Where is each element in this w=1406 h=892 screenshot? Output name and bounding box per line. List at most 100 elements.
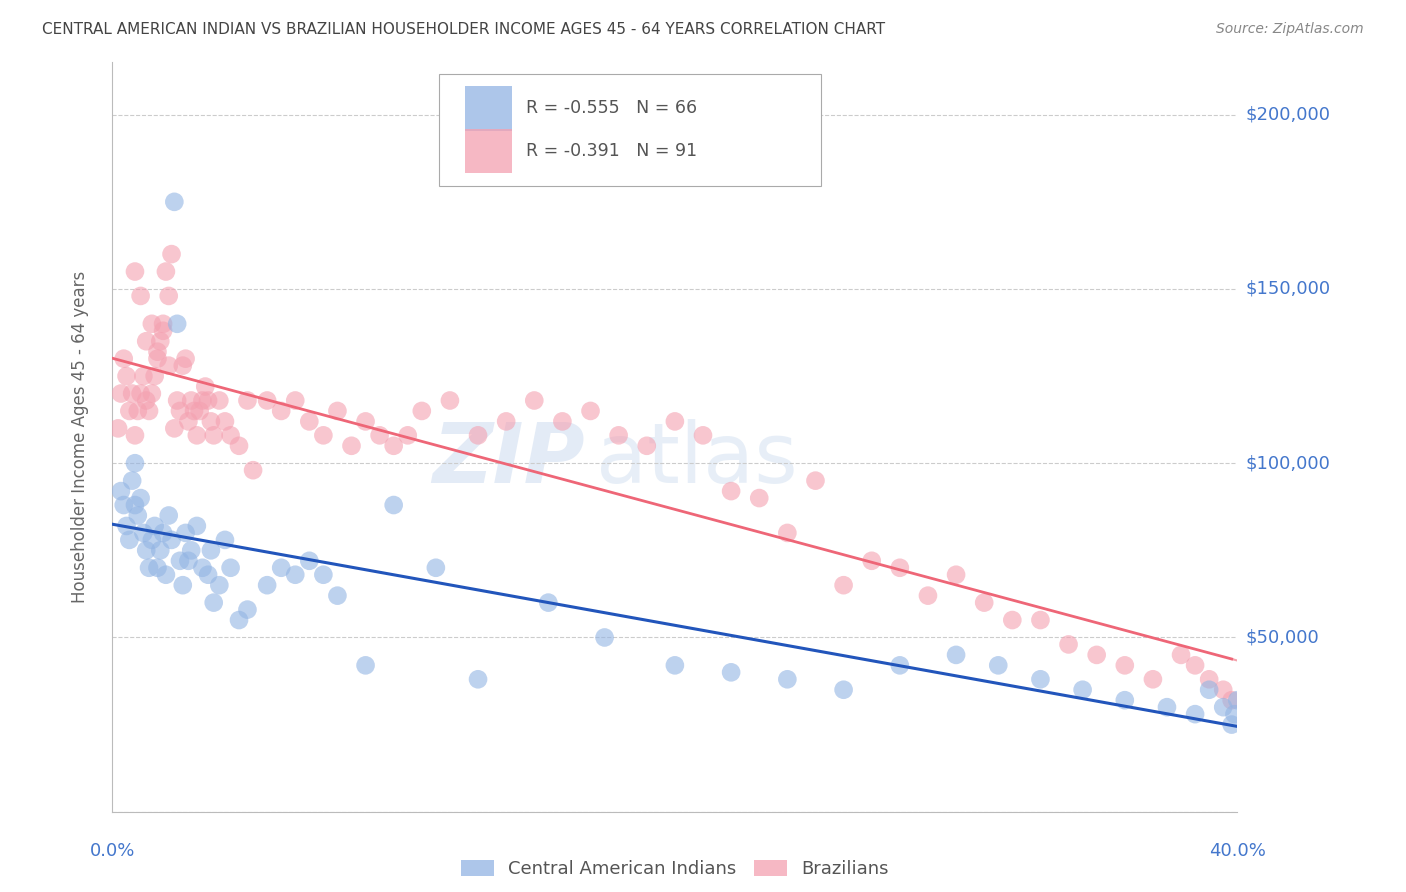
- Point: [191, 393, 214, 408]
- Point: [326, 589, 349, 603]
- Point: [1057, 637, 1080, 651]
- Point: [523, 393, 546, 408]
- Point: [155, 567, 177, 582]
- Point: [177, 414, 200, 428]
- Legend: Central American Indians, Brazilians: Central American Indians, Brazilians: [454, 853, 896, 885]
- Point: [219, 561, 242, 575]
- Point: [141, 386, 163, 401]
- Point: [1212, 700, 1234, 714]
- Point: [115, 519, 138, 533]
- Point: [160, 247, 183, 261]
- Point: [236, 602, 259, 616]
- Point: [973, 596, 995, 610]
- Point: [124, 264, 146, 278]
- Point: [354, 414, 377, 428]
- Point: [183, 404, 205, 418]
- Point: [132, 525, 155, 540]
- Point: [1071, 682, 1094, 697]
- Point: [270, 404, 292, 418]
- Point: [129, 289, 152, 303]
- Point: [537, 596, 560, 610]
- Point: [720, 665, 742, 680]
- Point: [236, 393, 259, 408]
- Point: [163, 194, 186, 209]
- Point: [143, 369, 166, 384]
- Point: [200, 543, 222, 558]
- Point: [1170, 648, 1192, 662]
- Point: [200, 414, 222, 428]
- Point: [180, 543, 202, 558]
- Point: [312, 428, 335, 442]
- Point: [202, 428, 225, 442]
- Point: [832, 682, 855, 697]
- Point: [579, 404, 602, 418]
- Point: [748, 491, 770, 505]
- Point: [1114, 658, 1136, 673]
- Point: [1184, 707, 1206, 722]
- Point: [157, 508, 180, 523]
- Point: [146, 344, 169, 359]
- Point: [312, 567, 335, 582]
- Point: [188, 404, 211, 418]
- Point: [340, 439, 363, 453]
- Point: [382, 498, 405, 512]
- Point: [593, 631, 616, 645]
- Point: [692, 428, 714, 442]
- Point: [1198, 673, 1220, 687]
- Point: [270, 561, 292, 575]
- Point: [146, 351, 169, 366]
- Point: [112, 351, 135, 366]
- Point: [1198, 682, 1220, 697]
- Point: [118, 533, 141, 547]
- Text: 40.0%: 40.0%: [1209, 842, 1265, 860]
- Point: [112, 498, 135, 512]
- Text: 0.0%: 0.0%: [90, 842, 135, 860]
- Point: [256, 393, 278, 408]
- Point: [1001, 613, 1024, 627]
- Point: [129, 386, 152, 401]
- Point: [197, 393, 219, 408]
- Point: [467, 673, 489, 687]
- Point: [284, 567, 307, 582]
- Point: [169, 554, 191, 568]
- Point: [157, 289, 180, 303]
- Point: [945, 648, 967, 662]
- Point: [664, 658, 686, 673]
- Point: [208, 578, 231, 592]
- Point: [138, 404, 160, 418]
- Point: [1226, 693, 1249, 707]
- Point: [124, 498, 146, 512]
- Point: [1142, 673, 1164, 687]
- Text: $100,000: $100,000: [1246, 454, 1330, 472]
- Text: R = -0.555   N = 66: R = -0.555 N = 66: [526, 99, 697, 118]
- Text: $200,000: $200,000: [1246, 106, 1330, 124]
- Point: [129, 491, 152, 505]
- Point: [889, 561, 911, 575]
- Point: [551, 414, 574, 428]
- Point: [396, 428, 419, 442]
- Point: [149, 543, 172, 558]
- FancyBboxPatch shape: [439, 74, 821, 186]
- Point: [155, 264, 177, 278]
- Point: [135, 543, 157, 558]
- Point: [1212, 682, 1234, 697]
- Point: [152, 324, 174, 338]
- Point: [115, 369, 138, 384]
- Point: [439, 393, 461, 408]
- Point: [1184, 658, 1206, 673]
- Point: [202, 596, 225, 610]
- Point: [607, 428, 630, 442]
- Point: [228, 613, 250, 627]
- Point: [945, 567, 967, 582]
- Point: [124, 428, 146, 442]
- Point: [191, 561, 214, 575]
- Point: [132, 369, 155, 384]
- Point: [127, 404, 149, 418]
- Point: [163, 421, 186, 435]
- Point: [135, 393, 157, 408]
- Point: [194, 379, 217, 393]
- FancyBboxPatch shape: [464, 129, 512, 173]
- Point: [152, 525, 174, 540]
- Point: [636, 439, 658, 453]
- Point: [174, 351, 197, 366]
